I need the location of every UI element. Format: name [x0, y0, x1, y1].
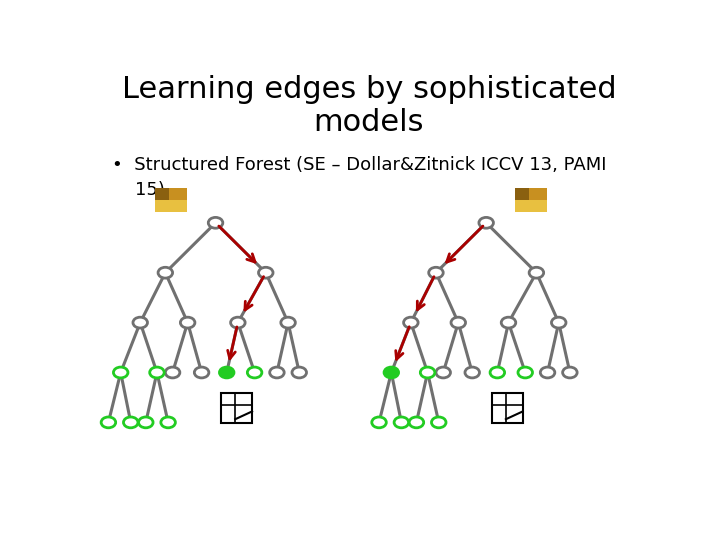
Bar	[492, 393, 523, 423]
Circle shape	[372, 417, 387, 428]
Bar	[222, 393, 252, 423]
Text: Learning edges by sophisticated: Learning edges by sophisticated	[122, 75, 616, 104]
Bar	[515, 188, 547, 212]
Bar	[155, 188, 169, 200]
Circle shape	[540, 367, 555, 378]
Circle shape	[552, 317, 566, 328]
Circle shape	[114, 367, 128, 378]
Circle shape	[384, 367, 399, 378]
Circle shape	[138, 417, 153, 428]
Circle shape	[166, 367, 180, 378]
Circle shape	[208, 218, 222, 228]
Circle shape	[101, 417, 116, 428]
Text: •  Structured Forest (SE – Dollar&Zitnick ICCV 13, PAMI
    15): • Structured Forest (SE – Dollar&Zitnick…	[112, 156, 607, 199]
Bar	[515, 200, 547, 212]
Bar	[155, 188, 187, 212]
Circle shape	[518, 367, 533, 378]
Circle shape	[394, 417, 409, 428]
Circle shape	[451, 317, 466, 328]
Circle shape	[124, 417, 138, 428]
Circle shape	[501, 317, 516, 328]
Circle shape	[161, 417, 176, 428]
Circle shape	[436, 367, 451, 378]
Bar	[529, 188, 547, 200]
Circle shape	[270, 367, 284, 378]
Circle shape	[158, 267, 173, 278]
Circle shape	[404, 317, 418, 328]
Circle shape	[529, 267, 544, 278]
Circle shape	[420, 367, 435, 378]
Circle shape	[258, 267, 273, 278]
Circle shape	[562, 367, 577, 378]
Circle shape	[230, 317, 245, 328]
Circle shape	[490, 367, 505, 378]
Circle shape	[292, 367, 307, 378]
Circle shape	[409, 417, 423, 428]
Circle shape	[465, 367, 480, 378]
Text: models: models	[314, 109, 424, 138]
Bar	[169, 188, 187, 200]
Circle shape	[220, 367, 234, 378]
Bar	[155, 200, 187, 212]
Circle shape	[431, 417, 446, 428]
Circle shape	[479, 218, 493, 228]
Circle shape	[133, 317, 148, 328]
Circle shape	[248, 367, 262, 378]
Circle shape	[194, 367, 209, 378]
Bar	[515, 188, 529, 200]
Circle shape	[150, 367, 164, 378]
Circle shape	[181, 317, 195, 328]
Circle shape	[281, 317, 295, 328]
Circle shape	[428, 267, 444, 278]
